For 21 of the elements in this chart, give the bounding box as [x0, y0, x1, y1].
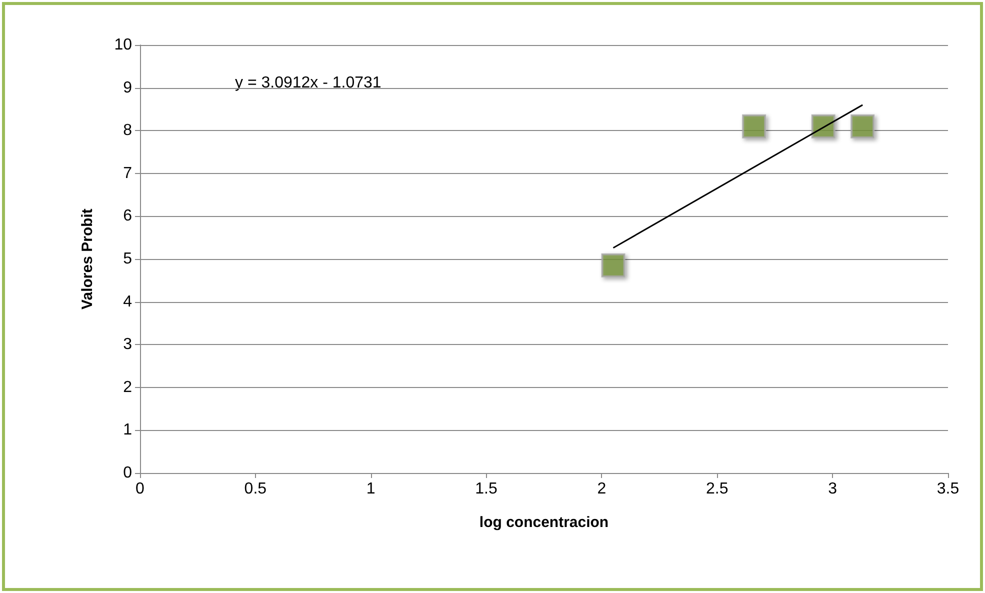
y-tick-label: 1 — [123, 422, 132, 439]
x-axis-title: log concentracion — [479, 514, 609, 531]
y-tick-label: 8 — [123, 122, 132, 140]
x-tick-label: 0.5 — [244, 480, 267, 498]
y-tick-label: 4 — [123, 293, 132, 310]
x-tick-label: 3.5 — [936, 480, 960, 498]
y-tick-label: 7 — [123, 164, 132, 182]
y-tick-label: 3 — [123, 336, 132, 354]
y-tick-label: 2 — [123, 378, 132, 396]
y-tick-label: 9 — [123, 79, 132, 96]
x-tick-label: 1.5 — [475, 480, 498, 498]
x-tick-label: 2.5 — [706, 480, 728, 498]
x-tick-label: 0 — [136, 480, 145, 498]
y-axis-title: Valores Probit — [79, 208, 96, 310]
y-tick-label: 0 — [123, 464, 132, 482]
x-tick-label: 2 — [597, 480, 606, 498]
x-tick-label: 3 — [828, 480, 838, 498]
y-tick-label: 5 — [123, 250, 132, 268]
y-tick-label: 10 — [114, 36, 132, 54]
y-tick-label: 6 — [123, 208, 132, 225]
x-tick-label: 1 — [366, 480, 376, 498]
